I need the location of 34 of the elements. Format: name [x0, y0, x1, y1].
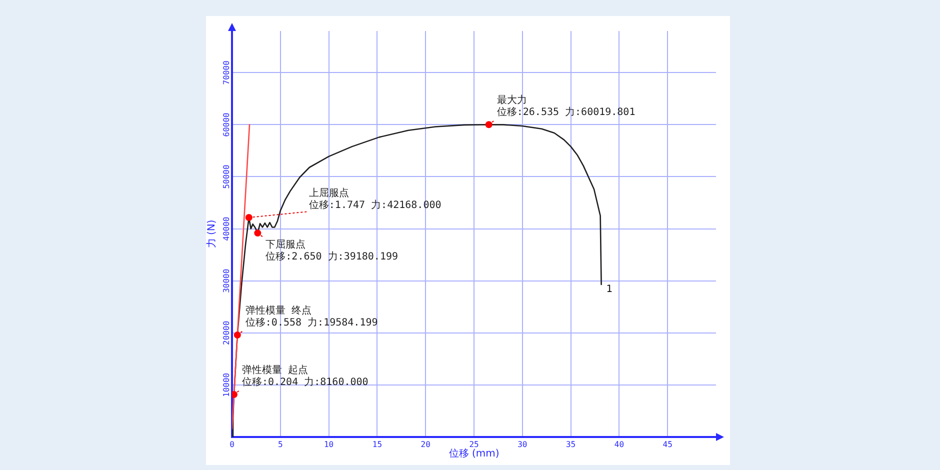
x-tick-label: 35: [566, 440, 576, 449]
annotation: 最大力: [496, 94, 527, 106]
annotation: 弹性模量 终点: [245, 304, 312, 317]
point: [485, 121, 492, 128]
point: [245, 214, 252, 222]
y-axis-title: 力 (N): [206, 220, 218, 248]
annotation: 下屈服点: [266, 238, 306, 251]
x-tick-label: 25: [469, 440, 479, 449]
y-tick-label: 30000: [222, 268, 232, 293]
x-tick-label: 10: [324, 440, 334, 449]
x-tick-label: 20: [420, 440, 431, 449]
y-tick-label: 20000: [222, 320, 232, 345]
y-tick-label: 60000: [222, 112, 232, 137]
x-axis-title: 位移 (mm): [448, 448, 500, 460]
annotation: 弹性模量 起点: [242, 364, 308, 376]
x-tick-label: 0: [230, 440, 235, 449]
x-tick-label: 5: [278, 440, 283, 449]
annotation: 上屈服点: [308, 187, 349, 200]
annotation: 位移:0.204 力:8160.000: [242, 376, 368, 388]
point: [254, 230, 262, 237]
series-label: 1: [606, 284, 613, 296]
annotation: 位移:0.558 力:19584.199: [245, 316, 378, 329]
annotation: 位移:1.747 力:42168.000: [308, 199, 442, 212]
x-tick-label: 30: [518, 440, 528, 449]
y-tick-label: 50000: [222, 164, 232, 189]
annotation: 位移:2.650 力:39180.199: [266, 250, 398, 263]
y-tick-label: 10000: [222, 372, 232, 397]
x-tick-label: 40: [614, 440, 624, 449]
x-tick-label: 45: [662, 440, 673, 449]
annotation: 位移:26.535 力:60019.801: [496, 106, 636, 118]
y-tick-label: 70000: [222, 60, 232, 85]
point: [234, 332, 241, 339]
x-tick-label: 15: [372, 440, 382, 449]
y-tick-label: 40000: [222, 216, 232, 241]
